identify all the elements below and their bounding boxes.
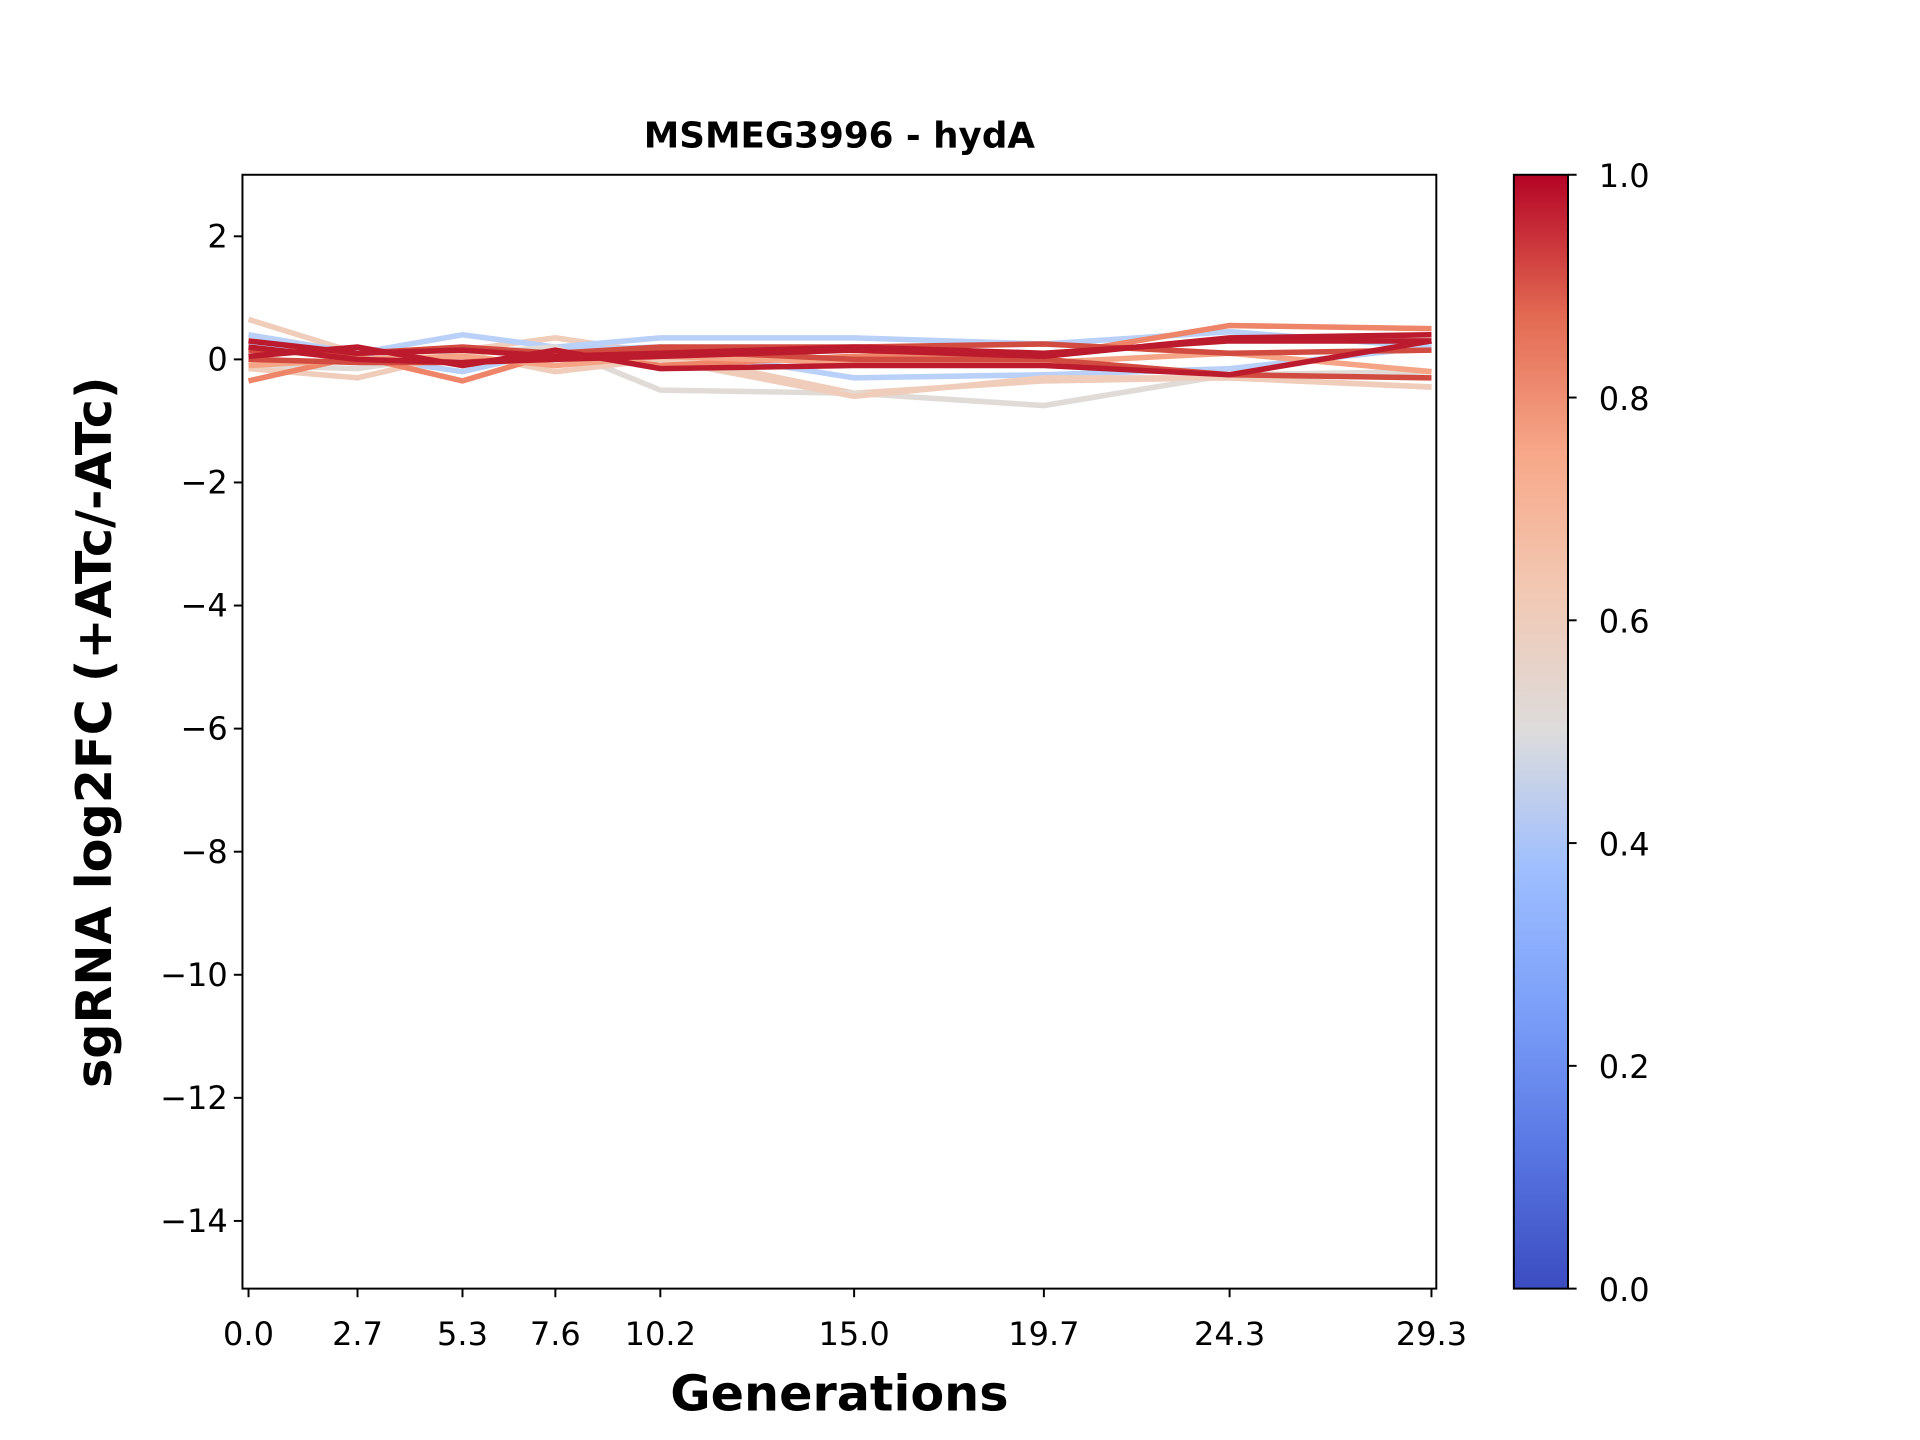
- x-tick-label: 7.6: [530, 1315, 581, 1353]
- colorbar: [1512, 173, 1569, 1290]
- x-axis-label: Generations: [670, 1364, 1008, 1422]
- series-line-5: [248, 350, 1432, 400]
- x-tick-label: 15.0: [818, 1315, 889, 1353]
- colorbar-tick-label: 0.6: [1599, 603, 1650, 641]
- x-axis: 0.0 2.7 5.3 7.6 10.2 15.0 19.7 24.3 29.3: [223, 1288, 1467, 1353]
- y-tick-label: −6: [181, 710, 228, 748]
- colorbar-tick-label: 1.0: [1599, 157, 1650, 195]
- chart-title: MSMEG3996 - hydA: [644, 116, 1036, 157]
- x-tick-label: 5.3: [437, 1315, 488, 1353]
- colorbar-tick-label: 0.8: [1599, 380, 1650, 418]
- y-tick-label: −12: [160, 1079, 228, 1117]
- y-tick-label: −10: [160, 956, 228, 994]
- x-tick-label: 0.0: [223, 1315, 274, 1353]
- series-line-12: [248, 338, 1432, 360]
- colorbar-tick-label: 0.0: [1599, 1271, 1650, 1309]
- x-tick-label: 24.3: [1194, 1315, 1265, 1353]
- colorbar-ticks: 0.0 0.2 0.4 0.6 0.8 1.0: [1568, 157, 1650, 1309]
- plot-frame: [241, 173, 1438, 1290]
- series-lines: [247, 316, 1432, 409]
- y-tick-label: 0: [207, 340, 227, 378]
- y-tick-label: −4: [181, 587, 228, 625]
- colorbar-tick-label: 0.2: [1599, 1048, 1650, 1086]
- x-tick-label: 10.2: [625, 1315, 696, 1353]
- x-tick-label: 29.3: [1396, 1315, 1467, 1353]
- y-tick-label: −2: [181, 464, 228, 502]
- y-tick-label: 2: [207, 217, 227, 255]
- y-tick-label: −14: [160, 1202, 228, 1240]
- y-tick-label: −8: [181, 833, 228, 871]
- y-axis-label: sgRNA log2FC (+ATc/-ATc): [65, 377, 123, 1088]
- x-tick-label: 2.7: [332, 1315, 383, 1353]
- x-tick-label: 19.7: [1008, 1315, 1079, 1353]
- colorbar-tick-label: 0.4: [1599, 825, 1650, 863]
- y-axis: 2 0 −2 −4 −6 −8 −10 −12 −14: [160, 217, 243, 1240]
